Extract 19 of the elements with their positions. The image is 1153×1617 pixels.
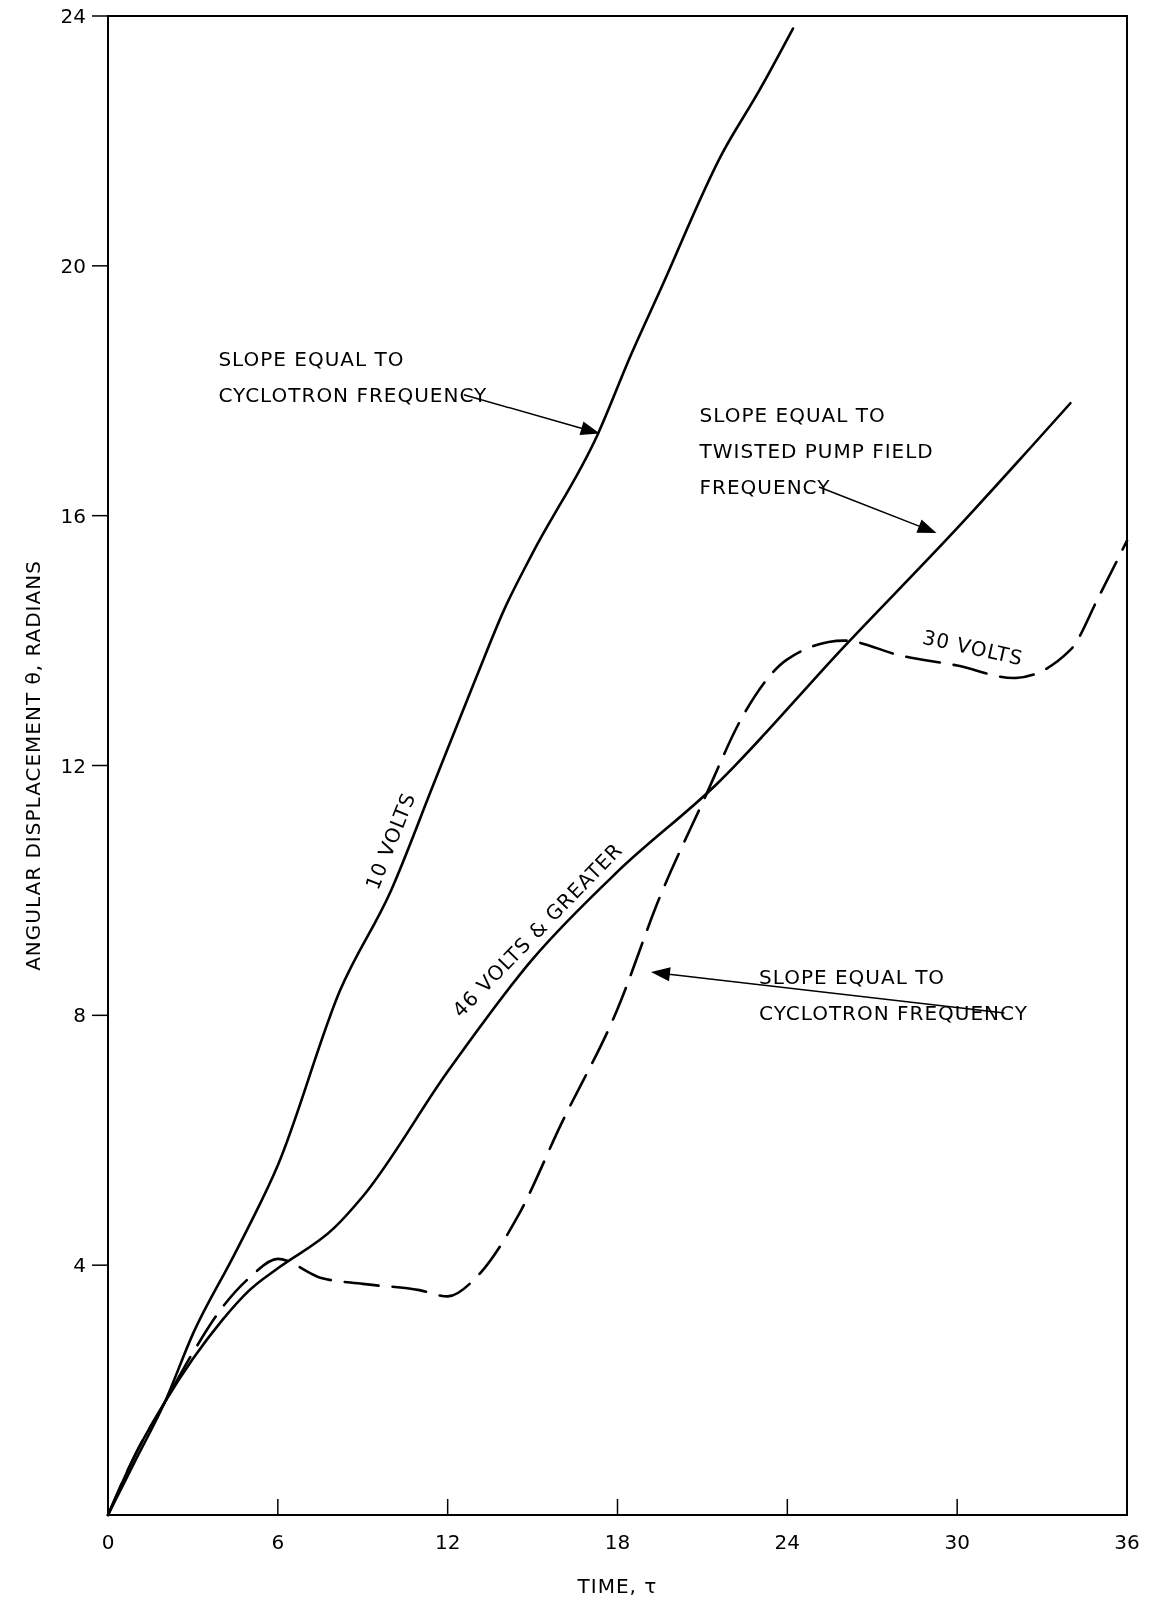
annotation: SLOPE EQUAL TO TWISTED PUMP FIELD FREQUENCY — [698, 402, 934, 499]
y-tick-label: 4 — [73, 1253, 86, 1278]
x-axis-title: TIME, τ — [576, 1574, 658, 1598]
y-tick-label: 24 — [60, 4, 86, 28]
annotation: SLOPE EQUAL TO CYCLOTRON FREQUENCY — [759, 965, 1028, 1026]
y-tick-label: 20 — [60, 253, 86, 278]
x-tick-label: 6 — [271, 1530, 285, 1554]
y-tick-label: 12 — [60, 753, 86, 778]
y-tick-label: 8 — [73, 1003, 86, 1028]
text: 30 VOLTS — [920, 624, 1026, 671]
y-tick-label: 16 — [60, 503, 86, 528]
annotation: SLOPE EQUAL TO CYCLOTRON FREQUENCY — [218, 346, 488, 407]
x-tick-label: 0 — [101, 1530, 115, 1554]
y-axis-title: ANGULAR DISPLACEMENT θ, RADIANS — [21, 560, 45, 971]
x-tick-label: 18 — [604, 1530, 631, 1554]
x-tick-label: 36 — [1114, 1530, 1140, 1554]
x-tick-label: 12 — [434, 1530, 461, 1554]
x-tick-label: 30 — [944, 1530, 970, 1554]
x-tick-label: 24 — [774, 1530, 801, 1554]
